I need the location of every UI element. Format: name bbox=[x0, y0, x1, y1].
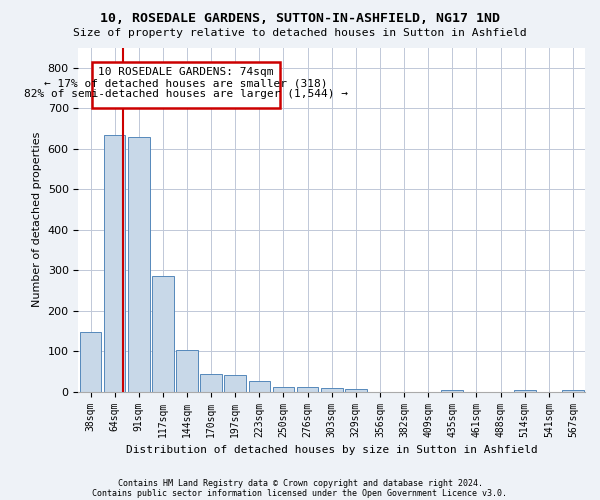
Text: ← 17% of detached houses are smaller (318): ← 17% of detached houses are smaller (31… bbox=[44, 78, 328, 88]
Bar bbox=[104, 134, 125, 392]
Bar bbox=[272, 387, 295, 392]
Text: Size of property relative to detached houses in Sutton in Ashfield: Size of property relative to detached ho… bbox=[73, 28, 527, 38]
Bar bbox=[176, 350, 198, 392]
Bar bbox=[514, 390, 536, 392]
FancyBboxPatch shape bbox=[92, 62, 280, 108]
Bar bbox=[152, 276, 174, 392]
Bar bbox=[128, 136, 149, 392]
Bar bbox=[224, 374, 246, 392]
Bar bbox=[562, 390, 584, 392]
Text: 10 ROSEDALE GARDENS: 74sqm: 10 ROSEDALE GARDENS: 74sqm bbox=[98, 68, 274, 78]
Bar bbox=[442, 390, 463, 392]
Text: Contains HM Land Registry data © Crown copyright and database right 2024.: Contains HM Land Registry data © Crown c… bbox=[118, 478, 482, 488]
Bar bbox=[297, 387, 319, 392]
Text: 10, ROSEDALE GARDENS, SUTTON-IN-ASHFIELD, NG17 1ND: 10, ROSEDALE GARDENS, SUTTON-IN-ASHFIELD… bbox=[100, 12, 500, 26]
Text: 82% of semi-detached houses are larger (1,544) →: 82% of semi-detached houses are larger (… bbox=[24, 89, 348, 99]
Bar bbox=[321, 388, 343, 392]
Bar bbox=[200, 374, 222, 392]
Text: Contains public sector information licensed under the Open Government Licence v3: Contains public sector information licen… bbox=[92, 488, 508, 498]
Bar bbox=[345, 389, 367, 392]
Bar bbox=[80, 332, 101, 392]
Y-axis label: Number of detached properties: Number of detached properties bbox=[32, 132, 42, 308]
X-axis label: Distribution of detached houses by size in Sutton in Ashfield: Distribution of detached houses by size … bbox=[126, 445, 538, 455]
Bar bbox=[248, 381, 270, 392]
